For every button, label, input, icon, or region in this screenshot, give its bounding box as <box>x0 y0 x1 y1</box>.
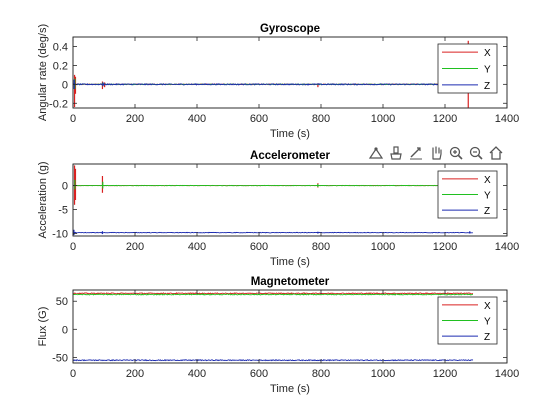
brush-icon[interactable] <box>386 144 405 163</box>
legend-label-y: Y <box>484 191 491 202</box>
x-tick-label: 600 <box>250 368 268 380</box>
x-axis-label: Time (s) <box>270 383 310 395</box>
home-icon[interactable] <box>486 144 505 163</box>
y-tick-label: 0 <box>62 324 68 336</box>
x-tick-label: 0 <box>70 113 76 125</box>
x-tick-label: 200 <box>126 241 144 253</box>
subplot-magnetometer: 0 200 400 600 800 1000 1200 1400-50050Magnetome… <box>37 276 519 395</box>
legend-label-z: Z <box>484 81 490 92</box>
y-tick-label: -5 <box>58 205 68 217</box>
zoom-out-icon[interactable] <box>466 144 485 163</box>
x-tick-label: 800 <box>312 368 330 380</box>
legend-label-z: Z <box>484 206 490 217</box>
x-tick-label: 1200 <box>433 241 457 253</box>
x-tick-label: 1200 <box>433 113 457 125</box>
axes-box <box>72 36 508 109</box>
x-axis-label: Time (s) <box>270 256 310 268</box>
x-tick-label: 400 <box>188 241 206 253</box>
subplot-gyroscope: 0 200 400 600 800 1000 1200 1400-0.200.20.4Gyro… <box>37 23 519 140</box>
x-axis-label: Time (s) <box>270 128 310 140</box>
legend-label-x: X <box>484 48 491 59</box>
series-group <box>72 292 474 362</box>
x-tick-label: 1000 <box>371 113 395 125</box>
axes-frame <box>72 289 508 364</box>
x-tick-label: 1400 <box>495 241 519 253</box>
legend-label-z: Z <box>484 332 490 343</box>
subplot-accelerometer: 0 200 400 600 800 1000 1200 1400 -10 -5 0 Accelerom… <box>37 150 519 268</box>
x-tick-label: 1000 <box>371 241 395 253</box>
chart-title: Gyroscope <box>260 23 320 35</box>
x-tick-label: 1000 <box>371 368 395 380</box>
x-tick-label: 200 <box>126 113 144 125</box>
x-tick-label: 800 <box>312 241 330 253</box>
restore-view-icon[interactable] <box>406 144 425 163</box>
legend-label-y: Y <box>484 317 491 328</box>
series-line-z <box>72 359 474 362</box>
y-tick-label: 0.4 <box>53 41 68 53</box>
legend-label-y: Y <box>484 65 491 76</box>
data-tip-icon[interactable] <box>366 144 385 163</box>
axes-box <box>72 163 508 237</box>
x-tick-label: 600 <box>250 241 268 253</box>
axes-frame <box>72 36 508 109</box>
x-tick-label: 600 <box>250 113 268 125</box>
x-tick-label: 400 <box>188 368 206 380</box>
x-tick-label: 800 <box>312 113 330 125</box>
legend-label-x: X <box>484 175 491 186</box>
series-group <box>72 40 474 108</box>
series-group <box>72 165 474 236</box>
y-axis-label: Angular rate (deg/s) <box>37 24 49 121</box>
series-line-z <box>72 231 473 234</box>
legend[interactable]: XYZ <box>437 296 498 345</box>
x-tick-label: 1200 <box>433 368 457 380</box>
series-line-z <box>72 82 474 86</box>
legend[interactable]: XYZ <box>437 43 498 94</box>
x-tick-label: 0 <box>70 241 76 253</box>
y-tick-label: -0.2 <box>49 98 68 110</box>
y-axis-label: Flux (G) <box>37 307 49 347</box>
y-tick-label: -10 <box>52 229 68 241</box>
axes-frame <box>72 163 508 237</box>
y-tick-label: 0 <box>62 79 68 91</box>
y-tick-label: -50 <box>52 352 68 364</box>
y-tick-label: 0 <box>62 181 68 193</box>
x-tick-label: 0 <box>70 368 76 380</box>
x-tick-label: 1400 <box>495 113 519 125</box>
x-tick-label: 400 <box>188 113 206 125</box>
x-tick-label: 1400 <box>495 368 519 380</box>
axes-toolbar <box>366 142 505 164</box>
zoom-in-icon[interactable] <box>446 144 465 163</box>
y-axis-label: Acceleration (g) <box>37 161 49 238</box>
series-line-x <box>72 292 474 295</box>
chart-title: Magnetometer <box>251 276 330 288</box>
legend-label-x: X <box>484 301 491 312</box>
y-tick-label: 0.2 <box>53 60 68 72</box>
x-tick-label: 200 <box>126 368 144 380</box>
pan-hand-icon[interactable] <box>426 144 445 163</box>
series-line-y <box>72 293 473 296</box>
chart-title: Accelerometer <box>250 150 330 162</box>
y-tick-label: 50 <box>56 296 68 308</box>
legend[interactable]: XYZ <box>437 170 498 219</box>
